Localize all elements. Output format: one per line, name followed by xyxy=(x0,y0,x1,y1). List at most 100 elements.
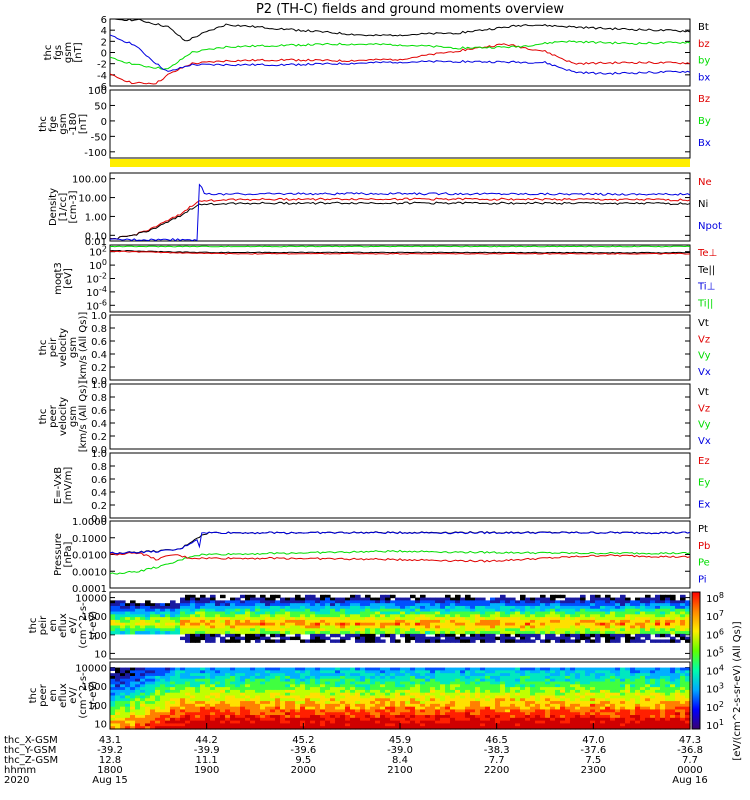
y-axis-label-line: thc xyxy=(38,409,49,425)
panel-frame xyxy=(109,244,691,313)
series-line-Npot xyxy=(109,183,691,242)
y-axis-label: Density [1/cc] [cm-3] xyxy=(48,188,79,226)
time-axis-row-label: thc_Z-GSM xyxy=(4,755,58,766)
y-axis-label-line: eV/ xyxy=(68,687,79,704)
y-tick-label: 0.01 xyxy=(85,237,107,248)
y-tick-label: 0.0010 xyxy=(72,567,107,578)
time-axis-value: 7.7 xyxy=(682,755,698,766)
y-axis-label-line: thc xyxy=(28,618,39,634)
legend-entry: Ni xyxy=(698,199,708,210)
y-axis-label-line: E=-VxB xyxy=(53,467,64,504)
y-tick-label: 0.2 xyxy=(91,501,107,512)
y-tick-label: 50 xyxy=(94,101,107,112)
y-tick-label: 10 xyxy=(94,719,107,730)
y-tick-label: -4 xyxy=(97,71,107,82)
y-tick-label: -2 xyxy=(97,60,107,71)
y-tick-label: 100 xyxy=(88,631,107,642)
plot-title: P2 (TH-C) fields and ground moments over… xyxy=(256,2,564,17)
colorbar-tick: 105 xyxy=(706,645,724,659)
series-line-bx xyxy=(109,34,691,76)
y-axis-label-line: gsm xyxy=(63,42,74,63)
y-tick-label: 102 xyxy=(89,245,107,259)
y-tick-label: 1000 xyxy=(82,612,107,623)
series-line-Ni xyxy=(109,201,691,240)
y-tick-label: 10-2 xyxy=(86,272,107,286)
legend-entry: Vz xyxy=(698,403,710,414)
y-tick-label: 0.8 xyxy=(91,324,107,335)
y-tick-label: 0.6 xyxy=(91,475,107,486)
panel-pressure: 1.0000 0.1000 0.0100 0.0010 0.0001 Pressure [n… xyxy=(53,517,710,595)
y-tick-label: 0.4 xyxy=(91,488,107,499)
y-axis-label-line: [cm-3] xyxy=(68,190,79,223)
panel-frame xyxy=(109,591,691,660)
time-axis-value: 2300 xyxy=(581,765,606,776)
y-tick-label: 10000 xyxy=(75,594,107,605)
y-axis-label: thc peer en eflux eV/(cm^2-s-sr-eV) xyxy=(28,672,99,719)
y-axis-label-line: velocity xyxy=(58,328,69,367)
time-axis-value: 47.3 xyxy=(679,735,701,746)
legend-entry: Vz xyxy=(698,334,710,345)
panel-fge: 100 50 0 -50 -100 thc fge gsm -180 [nT] Bz By Bx xyxy=(38,86,711,167)
series-line-Pb xyxy=(109,551,691,563)
y-tick-label: 0.0 xyxy=(91,445,107,456)
y-axis-label-line: [nT] xyxy=(78,114,89,134)
y-tick-label: 1.0000 xyxy=(72,517,107,528)
time-axis-value: Aug 16 xyxy=(672,775,707,786)
y-axis-label: thc peir velocity gsm [km/s (All Qs)] xyxy=(38,312,89,384)
legend-entry: Ey xyxy=(698,478,710,489)
y-tick-label: -100 xyxy=(84,148,107,159)
y-axis-label-line: fge xyxy=(48,116,59,132)
y-axis-label-line: peer xyxy=(48,404,59,428)
legend-entry: Bx xyxy=(698,138,711,149)
colorbar-tick: 101 xyxy=(706,718,724,732)
y-axis-label-line: eflux xyxy=(58,613,69,638)
y-tick-label: 1.0 xyxy=(91,449,107,460)
time-axis-value: 2200 xyxy=(484,765,509,776)
legend-entry: Ti⊥ xyxy=(697,282,715,293)
y-tick-label: 0.4 xyxy=(91,350,107,361)
y-tick-label: 0.0001 xyxy=(72,584,107,595)
legend-entry: Ti|| xyxy=(697,298,713,309)
y-axis-label-line: [mV/m] xyxy=(63,467,74,505)
y-tick-label: 0.0 xyxy=(91,514,107,525)
legend-entry: Ex xyxy=(698,499,710,510)
y-tick-label: 0.0100 xyxy=(72,551,107,562)
time-axis-row-label: thc_Y-GSM xyxy=(4,745,56,756)
y-tick-label: 6 xyxy=(101,15,107,26)
y-tick-label: 0.4 xyxy=(91,419,107,430)
time-axis-value: -39.9 xyxy=(194,745,220,756)
y-axis-label: thc peer velocity gsm [km/s (All Qs)] xyxy=(38,381,89,453)
time-axis-value: 2100 xyxy=(387,765,412,776)
y-axis-label-line: [km/s (All Qs)] xyxy=(78,381,89,453)
panel-frame xyxy=(109,383,691,450)
time-axis-value: 46.5 xyxy=(486,735,508,746)
y-tick-label: 1.0 xyxy=(91,311,107,322)
y-axis-label-line: (cm^2-s- xyxy=(78,672,89,719)
colorbar-tick: 103 xyxy=(706,682,724,696)
time-axis-value: -39.6 xyxy=(290,745,316,756)
colorbar-tick: 106 xyxy=(706,627,724,641)
y-axis-label-line: peir xyxy=(38,615,49,635)
y-tick-label: 10.00 xyxy=(78,194,107,205)
legend-entry: By xyxy=(698,116,711,127)
y-tick-label: 0.2 xyxy=(91,432,107,443)
y-tick-label: 10 xyxy=(94,649,107,660)
y-tick-label: 1.00 xyxy=(85,212,107,223)
y-tick-label: -50 xyxy=(91,132,107,143)
colorbar-tick: 107 xyxy=(706,609,724,623)
y-axis-label-line: en xyxy=(48,689,59,702)
series-line-Te⊥ xyxy=(109,250,690,255)
series-line-Pi xyxy=(109,531,691,555)
legend-entry: Vy xyxy=(698,420,711,431)
y-axis-label-line: thc xyxy=(38,340,49,356)
y-axis-label-line: sr-eV) xyxy=(88,681,99,710)
time-axis-value: 2000 xyxy=(291,765,316,776)
time-axis-value: 45.2 xyxy=(292,735,314,746)
time-axis-value: 43.1 xyxy=(99,735,121,746)
y-tick-label: 100 xyxy=(88,701,107,712)
legend-entry: Pe xyxy=(698,558,710,569)
